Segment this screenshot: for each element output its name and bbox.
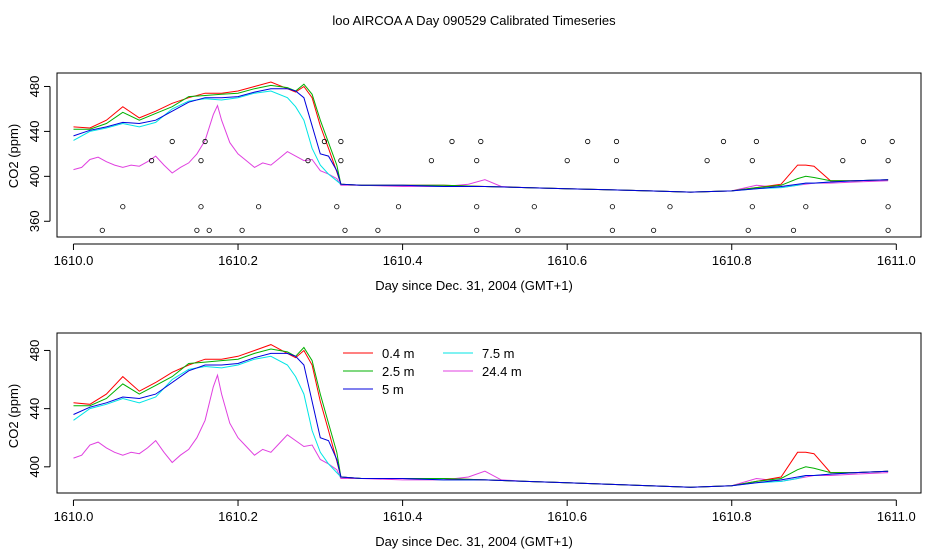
flag-marker — [338, 158, 344, 164]
flag-marker — [885, 227, 891, 233]
flag-marker — [239, 227, 245, 233]
flag-marker — [395, 204, 402, 210]
top-plot-frame — [56, 72, 922, 238]
flag-marker — [334, 204, 340, 210]
flag-marker — [338, 138, 344, 145]
flag-marker — [255, 204, 262, 210]
bottom-y-axis-label: CO2 (ppm) — [6, 384, 21, 448]
flag-marker — [667, 204, 673, 210]
flag-marker — [609, 204, 616, 210]
legend-label: 5 m — [382, 382, 404, 397]
flag-marker — [474, 204, 480, 210]
top-y-tick-label: 480 — [27, 76, 42, 98]
flag-marker — [885, 158, 891, 164]
legend-label: 0.4 m — [382, 346, 415, 361]
flag-marker — [194, 227, 200, 233]
top-x-tick-label: 1610.0 — [54, 253, 94, 268]
flag-marker — [342, 227, 348, 233]
bottom-y-tick-label: 480 — [27, 340, 42, 362]
top-y-tick-label: 400 — [27, 165, 42, 187]
legend-label: 24.4 m — [482, 364, 522, 379]
flag-marker — [889, 138, 895, 145]
flag-marker — [478, 138, 484, 145]
bottom-series-0-4-mm-line — [73, 344, 889, 488]
top-y-tick-label: 440 — [27, 121, 42, 143]
flag-marker — [885, 204, 891, 210]
flag-marker — [474, 158, 480, 164]
legend-label: 2.5 m — [382, 364, 415, 379]
flag-marker — [564, 158, 570, 164]
bottom-series-5-mm-line — [73, 352, 889, 488]
flag-marker — [745, 227, 751, 233]
flag-marker — [585, 138, 591, 145]
bottom-x-tick-label: 1610.0 — [54, 509, 94, 524]
flag-marker — [99, 227, 105, 233]
bottom-x-axis-label: Day since Dec. 31, 2004 (GMT+1) — [375, 534, 573, 549]
bottom-series-24-4-mm-line — [73, 373, 889, 488]
bottom-series-7-5-mm-line — [73, 355, 889, 488]
top-x-tick-label: 1610.8 — [712, 253, 752, 268]
flag-marker — [720, 138, 727, 145]
top-panel: CO2 (ppm) Day since Dec. 31, 2004 (GMT+1… — [6, 72, 922, 293]
flag-marker — [609, 227, 616, 233]
flag-marker — [474, 227, 480, 233]
top-x-axis-label: Day since Dec. 31, 2004 (GMT+1) — [375, 278, 573, 293]
flag-marker — [860, 138, 867, 145]
flag-marker — [198, 204, 204, 210]
flag-marker — [169, 138, 175, 145]
top-series-7-5-mm-line — [73, 90, 889, 193]
flag-marker — [613, 138, 620, 145]
top-series-5-mm-line — [73, 88, 889, 193]
flag-marker — [704, 158, 710, 164]
flag-marker — [753, 138, 760, 145]
bottom-plot-area — [73, 344, 889, 488]
bottom-plot-frame — [56, 332, 922, 494]
legend: 0.4 m 2.5 m 5 m 7.5 m 24.4 m — [343, 346, 522, 397]
flag-marker — [749, 204, 755, 210]
figure-title: loo AIRCOA A Day 090529 Calibrated Times… — [332, 13, 616, 28]
flag-marker — [149, 158, 155, 164]
flag-marker — [449, 138, 455, 145]
flag-marker — [198, 158, 204, 164]
top-x-tick-label: 1610.2 — [218, 253, 258, 268]
flag-marker — [515, 227, 521, 233]
top-series-2-5-mm-line — [73, 83, 889, 193]
top-plot-area — [73, 81, 895, 233]
flag-marker — [428, 158, 434, 164]
flag-marker — [206, 227, 212, 233]
bottom-x-tick-label: 1610.4 — [383, 509, 423, 524]
top-series-24-4-mm-line — [73, 104, 889, 193]
top-x-tick-label: 1610.6 — [547, 253, 587, 268]
flag-marker — [375, 227, 381, 233]
legend-label: 7.5 m — [482, 346, 515, 361]
bottom-x-tick-label: 1610.8 — [712, 509, 752, 524]
bottom-x-tick-label: 1611.0 — [877, 509, 916, 524]
flag-marker — [840, 158, 846, 164]
top-series-0-4-mm-line — [73, 81, 889, 193]
flag-marker — [803, 204, 809, 210]
bottom-y-tick-label: 400 — [27, 456, 42, 478]
bottom-x-tick-label: 1610.6 — [547, 509, 587, 524]
flag-marker — [790, 227, 797, 233]
flag-marker — [531, 204, 537, 210]
flag-marker — [305, 158, 311, 164]
flag-marker — [749, 158, 755, 164]
flag-marker — [650, 227, 657, 233]
top-x-tick-label: 1611.0 — [877, 253, 916, 268]
flag-marker — [120, 204, 126, 210]
flag-marker — [321, 138, 327, 145]
bottom-x-tick-label: 1610.2 — [218, 509, 258, 524]
bottom-y-tick-label: 440 — [27, 398, 42, 420]
bottom-series-2-5-mm-line — [73, 346, 889, 488]
bottom-panel: CO2 (ppm) Day since Dec. 31, 2004 (GMT+1… — [6, 332, 922, 549]
flag-marker — [202, 138, 208, 145]
top-y-axis-label: CO2 (ppm) — [6, 124, 21, 188]
flag-marker — [613, 158, 620, 164]
top-x-tick-label: 1610.4 — [383, 253, 423, 268]
top-y-tick-label: 360 — [27, 210, 42, 232]
